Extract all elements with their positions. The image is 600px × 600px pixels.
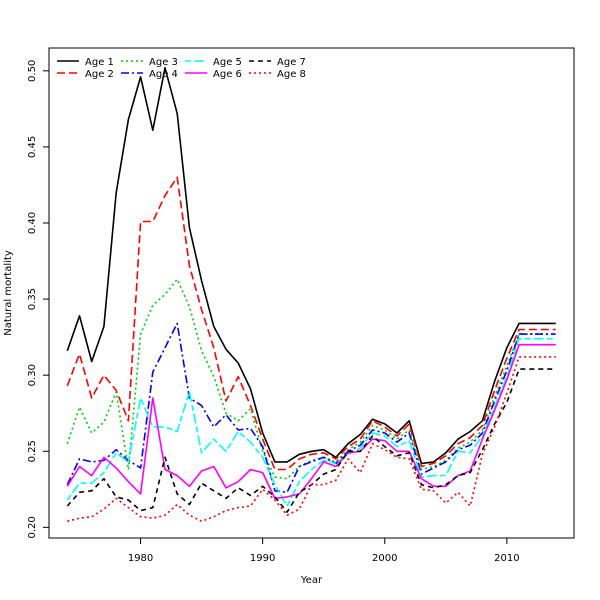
series-line-6 bbox=[66, 343, 556, 500]
y-tick-label: 0.50 bbox=[27, 60, 38, 82]
x-tick-label: 1980 bbox=[128, 553, 153, 564]
y-tick-label: 0.40 bbox=[27, 212, 38, 234]
series-line-3 bbox=[66, 278, 556, 480]
legend-label: Age 6 bbox=[213, 69, 242, 80]
series-lines bbox=[66, 67, 556, 523]
x-tick-label: 2000 bbox=[372, 553, 397, 564]
y-tick-label: 0.45 bbox=[27, 136, 38, 158]
series-line-5 bbox=[66, 337, 556, 507]
series-line-2 bbox=[66, 176, 556, 471]
y-tick-label: 0.35 bbox=[27, 288, 38, 310]
y-tick-label: 0.20 bbox=[27, 516, 38, 538]
x-tick-label: 1990 bbox=[250, 553, 275, 564]
y-tick-label: 0.30 bbox=[27, 364, 38, 386]
plot-frame bbox=[48, 47, 575, 539]
legend-label: Age 2 bbox=[85, 69, 114, 80]
legend-label: Age 1 bbox=[85, 57, 114, 68]
y-axis-label: Natural mortality bbox=[3, 250, 14, 336]
legend-label: Age 8 bbox=[277, 69, 306, 80]
x-axis-label: Year bbox=[300, 575, 323, 586]
legend-label: Age 7 bbox=[277, 57, 306, 68]
legend-label: Age 5 bbox=[213, 57, 242, 68]
series-line-1 bbox=[66, 67, 556, 465]
legend-label: Age 4 bbox=[149, 69, 178, 80]
legend-label: Age 3 bbox=[149, 57, 178, 68]
series-line-4 bbox=[66, 322, 556, 494]
axes: 1980 1990 2000 2010 0.20 0.25 0.30 0.35 0.40 0.45… bbox=[27, 60, 520, 564]
series-line-8 bbox=[67, 356, 556, 523]
x-tick-label: 2010 bbox=[494, 553, 519, 564]
y-tick-label: 0.25 bbox=[27, 440, 38, 462]
